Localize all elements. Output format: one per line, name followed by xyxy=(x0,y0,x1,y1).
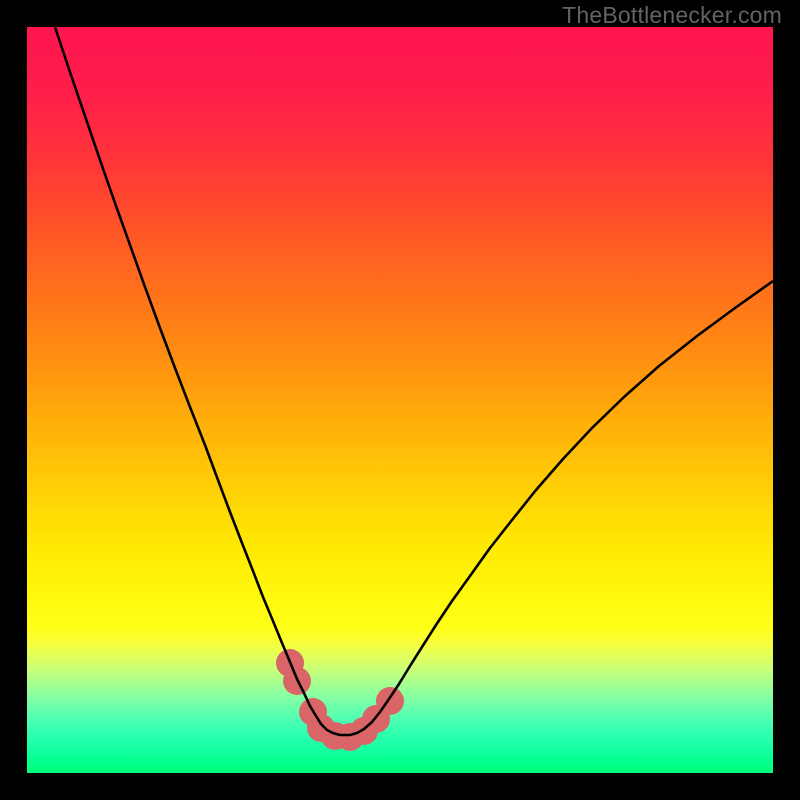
chart-svg xyxy=(0,0,800,800)
bottleneck-chart: TheBottlenecker.com xyxy=(0,0,800,800)
watermark-text: TheBottlenecker.com xyxy=(562,2,782,29)
gradient-background xyxy=(27,27,773,773)
